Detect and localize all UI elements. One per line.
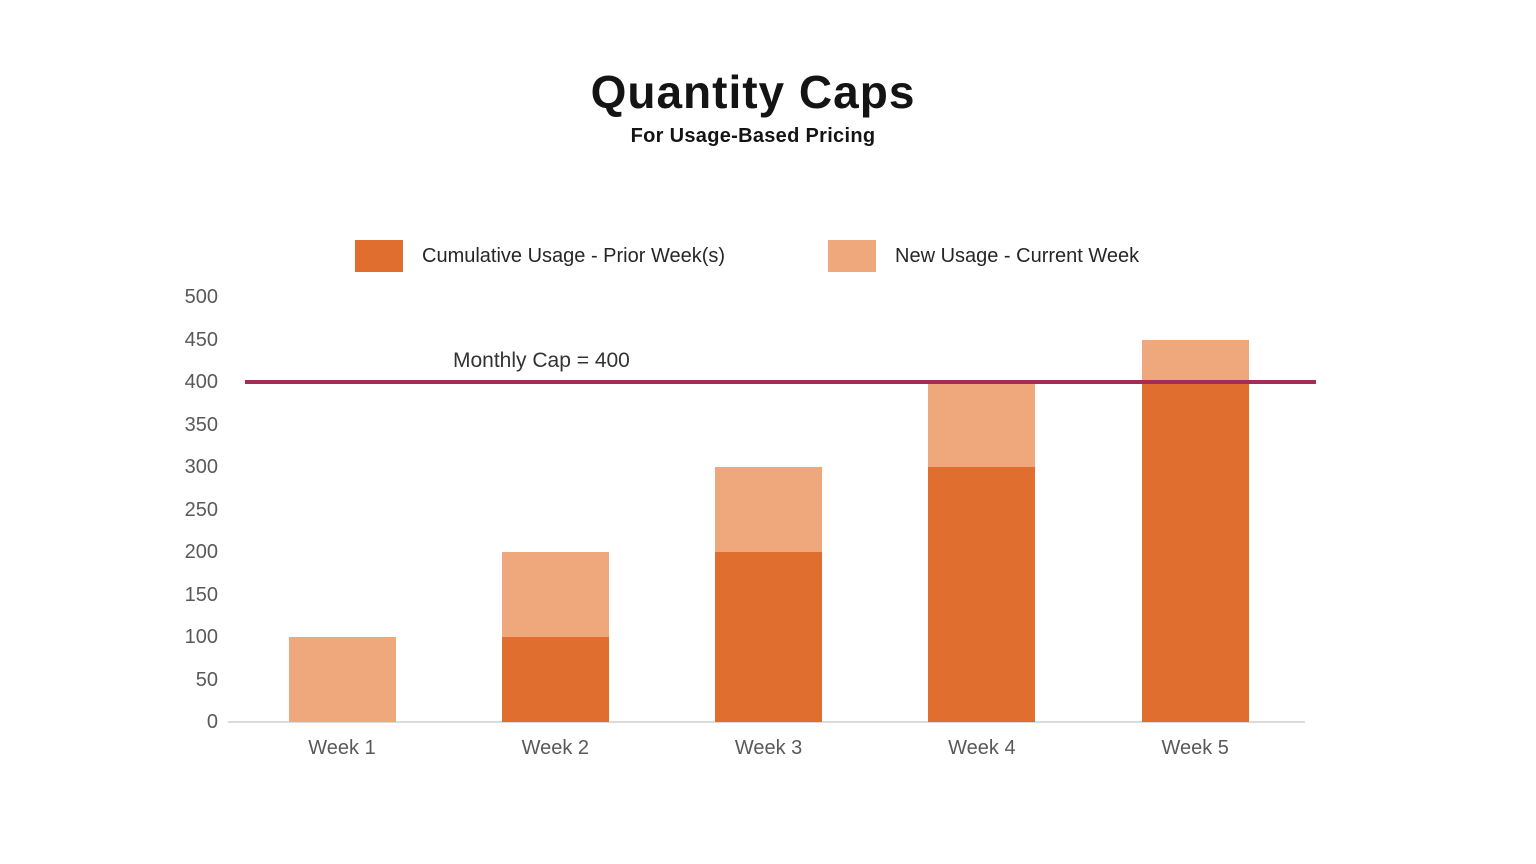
x-category-label: Week 1 [308,737,376,759]
monthly-cap-label: Monthly Cap = 400 [453,349,630,372]
bar-segment-cumulative [501,637,609,722]
y-tick-label: 200 [184,541,218,563]
bar-segment-new [715,467,823,552]
chart-header: Quantity Caps For Usage-Based Pricing [0,66,1506,148]
y-tick-label: 100 [184,626,218,648]
bar-segment-cumulative [928,467,1036,722]
x-category-label: Week 5 [1161,737,1229,759]
bar-segment-cumulative [715,552,823,722]
legend-label-cumulative: Cumulative Usage - Prior Week(s) [422,245,726,267]
y-tick-label: 500 [184,286,218,308]
legend-item-cumulative-usage: Cumulative Usage - Prior Week(s) [355,240,725,272]
legend-label-new: New Usage - Current Week [895,245,1140,267]
y-tick-label: 300 [184,456,218,478]
bar-segment-new [501,552,609,637]
bar-segment-cumulative [1141,382,1249,722]
y-tick-label: 350 [184,413,218,436]
legend-item-new-usage: New Usage - Current Week [828,240,1139,272]
legend-swatch-cumulative-icon [355,240,403,272]
monthly-cap-line [245,380,1316,384]
chart-subtitle: For Usage-Based Pricing [630,125,876,147]
y-tick-label: 50 [195,668,218,691]
bar-segment-new [1141,339,1249,382]
x-category-label: Week 3 [734,737,803,759]
x-category-label: Week 2 [521,737,590,759]
y-tick-label: 0 [206,711,218,733]
bar-segment-new [928,382,1036,467]
y-tick-label: 400 [184,371,218,393]
chart-title: Quantity Caps [590,66,916,118]
bar-segment-new [288,637,396,722]
x-category-label: Week 4 [948,737,1016,759]
y-tick-label: 450 [184,328,218,351]
x-axis-line [228,721,1305,723]
y-tick-label: 250 [184,498,218,521]
legend-swatch-new-icon [828,240,876,272]
y-tick-label: 150 [184,583,218,606]
